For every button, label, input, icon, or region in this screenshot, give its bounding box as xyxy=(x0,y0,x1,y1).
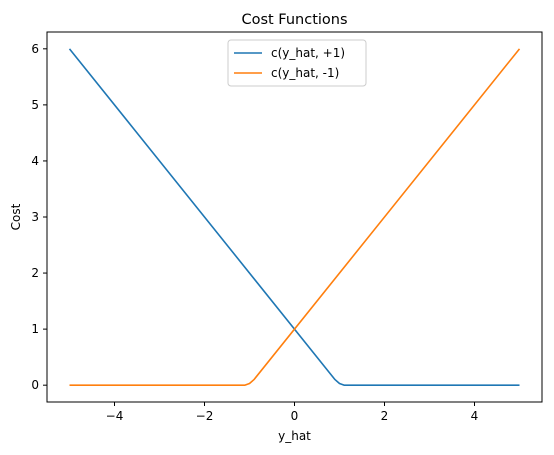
series-line-1 xyxy=(68,48,520,386)
x-axis-label: y_hat xyxy=(278,429,311,443)
x-tick-label: 0 xyxy=(291,409,299,423)
x-tick-label: 4 xyxy=(471,409,479,423)
plot-frame xyxy=(46,31,543,403)
y-tick-label: 0 xyxy=(31,378,39,392)
y-tick-label: 2 xyxy=(31,266,39,280)
legend: c(y_hat, +1) c(y_hat, -1) xyxy=(227,39,367,87)
y-tick-label: 4 xyxy=(31,154,39,168)
legend-entry: c(y_hat, +1) xyxy=(271,46,345,60)
x-tick-label: −2 xyxy=(196,409,214,423)
x-tick-label: 2 xyxy=(381,409,389,423)
y-tick-label: 1 xyxy=(31,322,39,336)
legend-box xyxy=(227,39,367,87)
y-axis: 0 1 2 3 4 5 6 xyxy=(31,42,47,392)
x-axis: −4 −2 0 2 4 xyxy=(106,402,479,423)
x-tick-label: −4 xyxy=(106,409,124,423)
series-line-2 xyxy=(69,48,521,386)
series-layer xyxy=(68,48,521,386)
chart-title: Cost Functions xyxy=(241,12,347,28)
y-tick-label: 3 xyxy=(31,210,39,224)
y-axis-label: Cost xyxy=(9,203,23,230)
y-tick-label: 5 xyxy=(31,98,39,112)
legend-entry: c(y_hat, -1) xyxy=(271,66,339,80)
y-tick-label: 6 xyxy=(31,42,39,56)
